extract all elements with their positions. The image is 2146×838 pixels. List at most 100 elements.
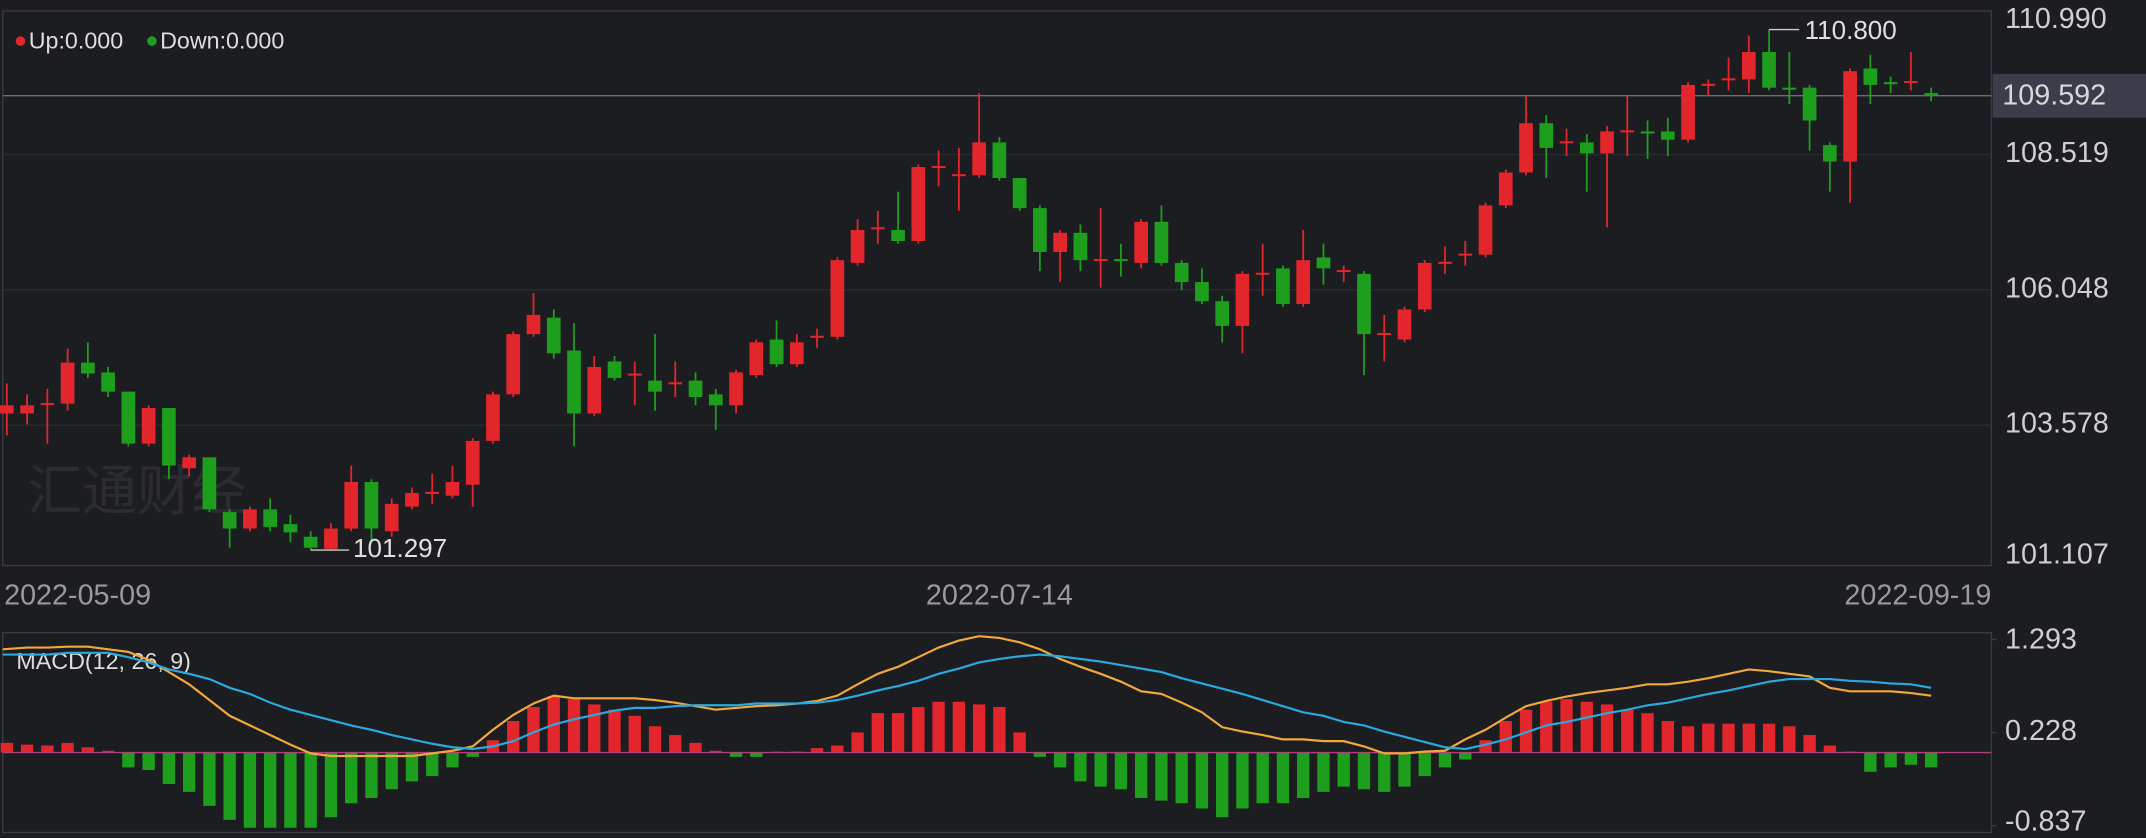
macd-bar [1438, 752, 1452, 768]
macd-bar [1418, 752, 1431, 777]
macd-bar [1803, 735, 1816, 753]
candle-body [567, 350, 581, 414]
candle-body [1235, 273, 1250, 326]
macd-bar [1074, 752, 1087, 782]
macd-bar [1337, 752, 1350, 787]
x-tick-label: 2022-07-14 [926, 580, 1073, 612]
candle-body [101, 372, 115, 392]
macd-line [2, 651, 1932, 751]
macd-bar [61, 742, 74, 753]
candle-body [445, 481, 460, 496]
macd-bar [912, 707, 925, 753]
macd-bar [182, 752, 196, 792]
macd-bar [1580, 701, 1593, 753]
macd-bar [932, 701, 945, 753]
macd-bar [810, 748, 824, 753]
macd-bar [1398, 752, 1411, 787]
candle-body [1377, 333, 1392, 336]
candle-body [1012, 178, 1027, 209]
candle-body [0, 405, 14, 414]
macd-bar [1864, 752, 1877, 772]
macd-bar [1884, 752, 1897, 768]
candle-body [952, 174, 966, 177]
macd-bar [1094, 752, 1107, 787]
candle-body [789, 342, 804, 365]
main-panel-border [2, 10, 1993, 567]
y-tick-label: 110.990 [2005, 3, 2107, 35]
candle-body [729, 372, 743, 406]
x-tick-label: 2022-09-19 [1844, 580, 1991, 612]
candle-body [465, 440, 480, 485]
candle-body [1215, 301, 1230, 326]
candle-body [749, 342, 764, 376]
candle-body [486, 394, 500, 441]
macd-bar [345, 752, 358, 804]
low-label: 101.297 [353, 533, 447, 563]
candle-body [1762, 52, 1776, 88]
candle-body [972, 142, 986, 176]
macd-bar [405, 752, 419, 782]
macd-bar [507, 721, 520, 753]
macd-bar [203, 752, 216, 806]
macd-bar [952, 701, 966, 753]
candle-body [344, 481, 359, 529]
candle-body [81, 362, 95, 374]
candle-body [1802, 87, 1817, 121]
y-tick-label: 106.048 [2005, 272, 2109, 304]
up-label: Up:0.000 [29, 28, 123, 54]
last-price-box [1992, 73, 2146, 118]
macd-bar [1600, 704, 1614, 753]
macd-bar [1641, 713, 1654, 753]
candle-body [1458, 253, 1473, 256]
candle-body [627, 373, 642, 376]
macd-bar [1499, 721, 1512, 753]
candle-body [1640, 131, 1655, 134]
candle-body [870, 227, 885, 230]
macd-bar [1134, 752, 1148, 798]
candle-body [1438, 261, 1452, 264]
macd-bar [1783, 726, 1796, 753]
candle-body [911, 167, 926, 241]
macd-bar [972, 704, 986, 753]
macd-bar [567, 699, 581, 753]
macd-bar [1053, 752, 1067, 768]
macd-bar [466, 752, 479, 757]
candle-body [1114, 259, 1128, 262]
last-price-label: 109.592 [2002, 80, 2106, 112]
macd-bar [223, 752, 236, 820]
candle-body [1053, 232, 1067, 252]
macd-bar [284, 752, 297, 828]
macd-bar [1033, 752, 1047, 757]
macd-bar [527, 707, 540, 753]
candle-body [1539, 123, 1554, 148]
candle-body [810, 335, 824, 338]
macd-bar [264, 752, 277, 828]
candle-body [1276, 268, 1290, 304]
candle-body [1782, 87, 1797, 90]
candle-body [648, 380, 662, 392]
candle-body [1357, 273, 1371, 335]
candle-body [688, 380, 703, 398]
candle-body [1033, 208, 1047, 252]
macd-bar [324, 752, 338, 818]
candle-body [546, 317, 561, 354]
candle-body [121, 391, 136, 444]
candle-body [1154, 221, 1169, 263]
candle-body [1559, 141, 1574, 144]
candle-body [526, 314, 541, 335]
macd-bar [41, 745, 54, 753]
macd-bar [588, 704, 601, 753]
candle-body [607, 361, 622, 378]
down-label: Down:0.000 [160, 28, 284, 54]
candle-body [141, 408, 156, 444]
macd-bar [1661, 721, 1674, 753]
candle-body [506, 334, 521, 395]
macd-bar [1195, 752, 1209, 809]
macd-bar [1681, 726, 1695, 753]
candle-body [263, 509, 278, 527]
candle-body [1174, 262, 1189, 283]
candle-body [283, 524, 298, 533]
macd-bar [365, 752, 378, 798]
